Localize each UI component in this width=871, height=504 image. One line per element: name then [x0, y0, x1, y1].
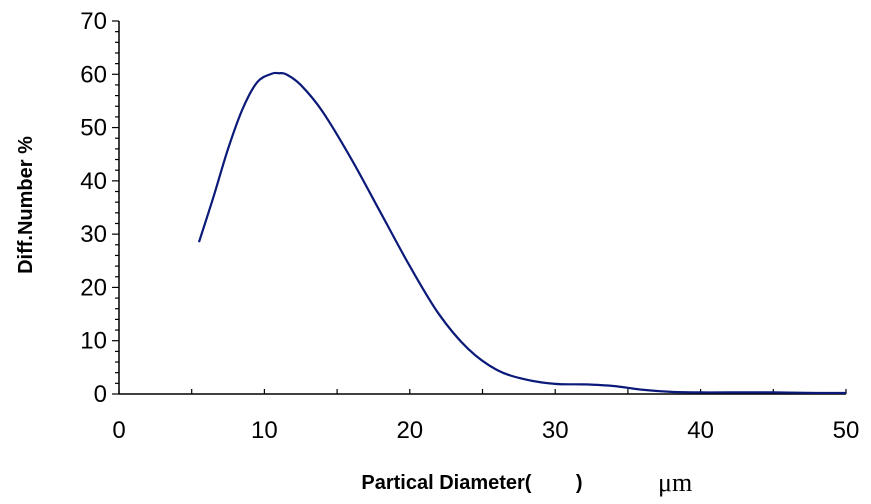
x-axis: 0 10 20 30 40 50: [112, 389, 859, 444]
y-tick-label: 70: [80, 8, 107, 35]
y-tick-label: 50: [80, 115, 107, 142]
y-axis: 0 10 20 30 40 50 60 70: [80, 8, 120, 408]
series-line-0: [197, 71, 847, 395]
x-axis-title: Partical Diameter( ): [361, 472, 582, 494]
y-tick-label: 20: [80, 274, 107, 301]
y-tick-label: 40: [80, 168, 107, 195]
y-tick-label: 60: [80, 61, 107, 88]
y-tick-label: 0: [94, 381, 107, 408]
y-tick-label: 30: [80, 221, 107, 248]
y-axis-title: Diff.Number %: [15, 136, 37, 274]
x-tick-label: 20: [396, 417, 423, 444]
x-tick-label: 0: [112, 417, 125, 444]
x-tick-label: 40: [687, 417, 714, 444]
x-tick-label: 50: [833, 417, 860, 444]
plot-area: [197, 71, 847, 395]
x-tick-label: 10: [251, 417, 278, 444]
x-axis-unit: μm: [658, 468, 692, 497]
x-tick-label: 30: [542, 417, 569, 444]
y-tick-label: 10: [80, 328, 107, 355]
